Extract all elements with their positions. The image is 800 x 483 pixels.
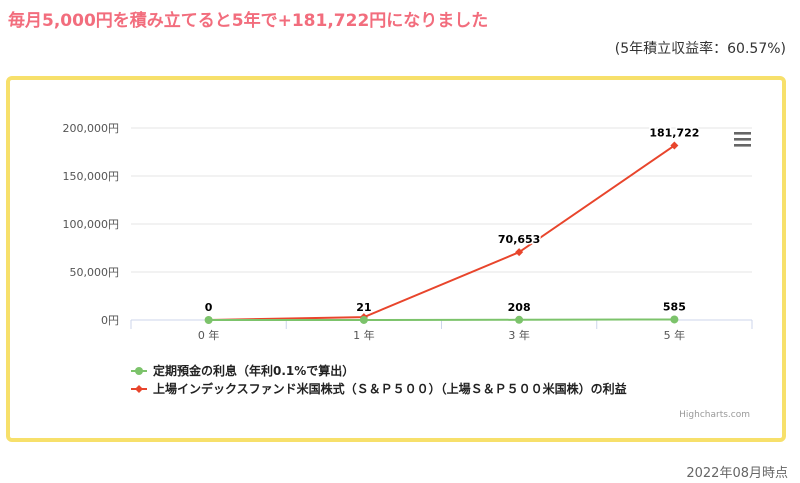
legend-marker [135,385,143,393]
data-point[interactable] [515,315,524,324]
data-labels: 70,653 181,722 0 21 208 585 [203,125,701,315]
legend-item[interactable]: 定期預金の利息（年利0.1%で算出） [131,363,354,378]
x-tick-label: 3 年 [508,328,530,342]
data-label: 21 [356,301,371,314]
data-label: 181,722 [649,127,699,140]
hamburger-menu-icon[interactable] [734,132,751,147]
yield-summary: (5年積立収益率：60.57%) [614,41,786,57]
data-label: 0 [205,301,213,314]
y-tick-label: 100,000円 [63,218,120,231]
legend-label: 定期預金の利息（年利0.1%で算出） [153,363,354,378]
legend-item[interactable]: 上場インデックスファンド米国株式（Ｓ＆Ｐ５００）（上場Ｓ＆Ｐ５００米国株）の利益 [131,381,627,396]
legend-marker [135,367,143,375]
y-tick-label: 150,000円 [63,170,120,183]
series-group [204,141,679,324]
page-title: 毎月5,000円を積み立てると5年で+181,722円になりました [8,11,489,31]
data-label: 208 [508,301,531,314]
y-tick-label: 0円 [101,314,119,327]
x-tick-label: 5 年 [664,328,686,342]
y-tick-label: 50,000円 [70,266,120,279]
data-label: 585 [663,300,686,313]
as-of-date: 2022年08月時点 [686,466,788,481]
legend-label: 上場インデックスファンド米国株式（Ｓ＆Ｐ５００）（上場Ｓ＆Ｐ５００米国株）の利益 [153,381,627,396]
y-axis: 0円 50,000円 100,000円 150,000円 200,000円 [63,122,120,327]
x-tick-label: 0 年 [198,328,220,342]
series-line[interactable] [208,318,675,321]
data-point[interactable] [515,248,524,257]
y-tick-label: 200,000円 [63,122,120,135]
legend: 定期預金の利息（年利0.1%で算出） 上場インデックスファンド米国株式（Ｓ＆Ｐ５０… [131,363,627,396]
data-point[interactable] [670,315,679,324]
credits[interactable]: Highcharts.com [679,410,750,420]
series-line[interactable] [208,144,675,321]
x-axis: 0 年 1 年 3 年 5 年 [130,319,753,342]
x-tick-label: 1 年 [353,328,375,342]
data-point[interactable] [670,141,679,150]
data-label: 70,653 [498,233,540,246]
data-point[interactable] [359,315,368,324]
data-point[interactable] [204,316,213,324]
line-chart: 0円 50,000円 100,000円 150,000円 200,000円 0 年 1 年… [63,122,753,420]
chart-card: 0円 50,000円 100,000円 150,000円 200,000円 0 年 1 年… [6,76,786,442]
